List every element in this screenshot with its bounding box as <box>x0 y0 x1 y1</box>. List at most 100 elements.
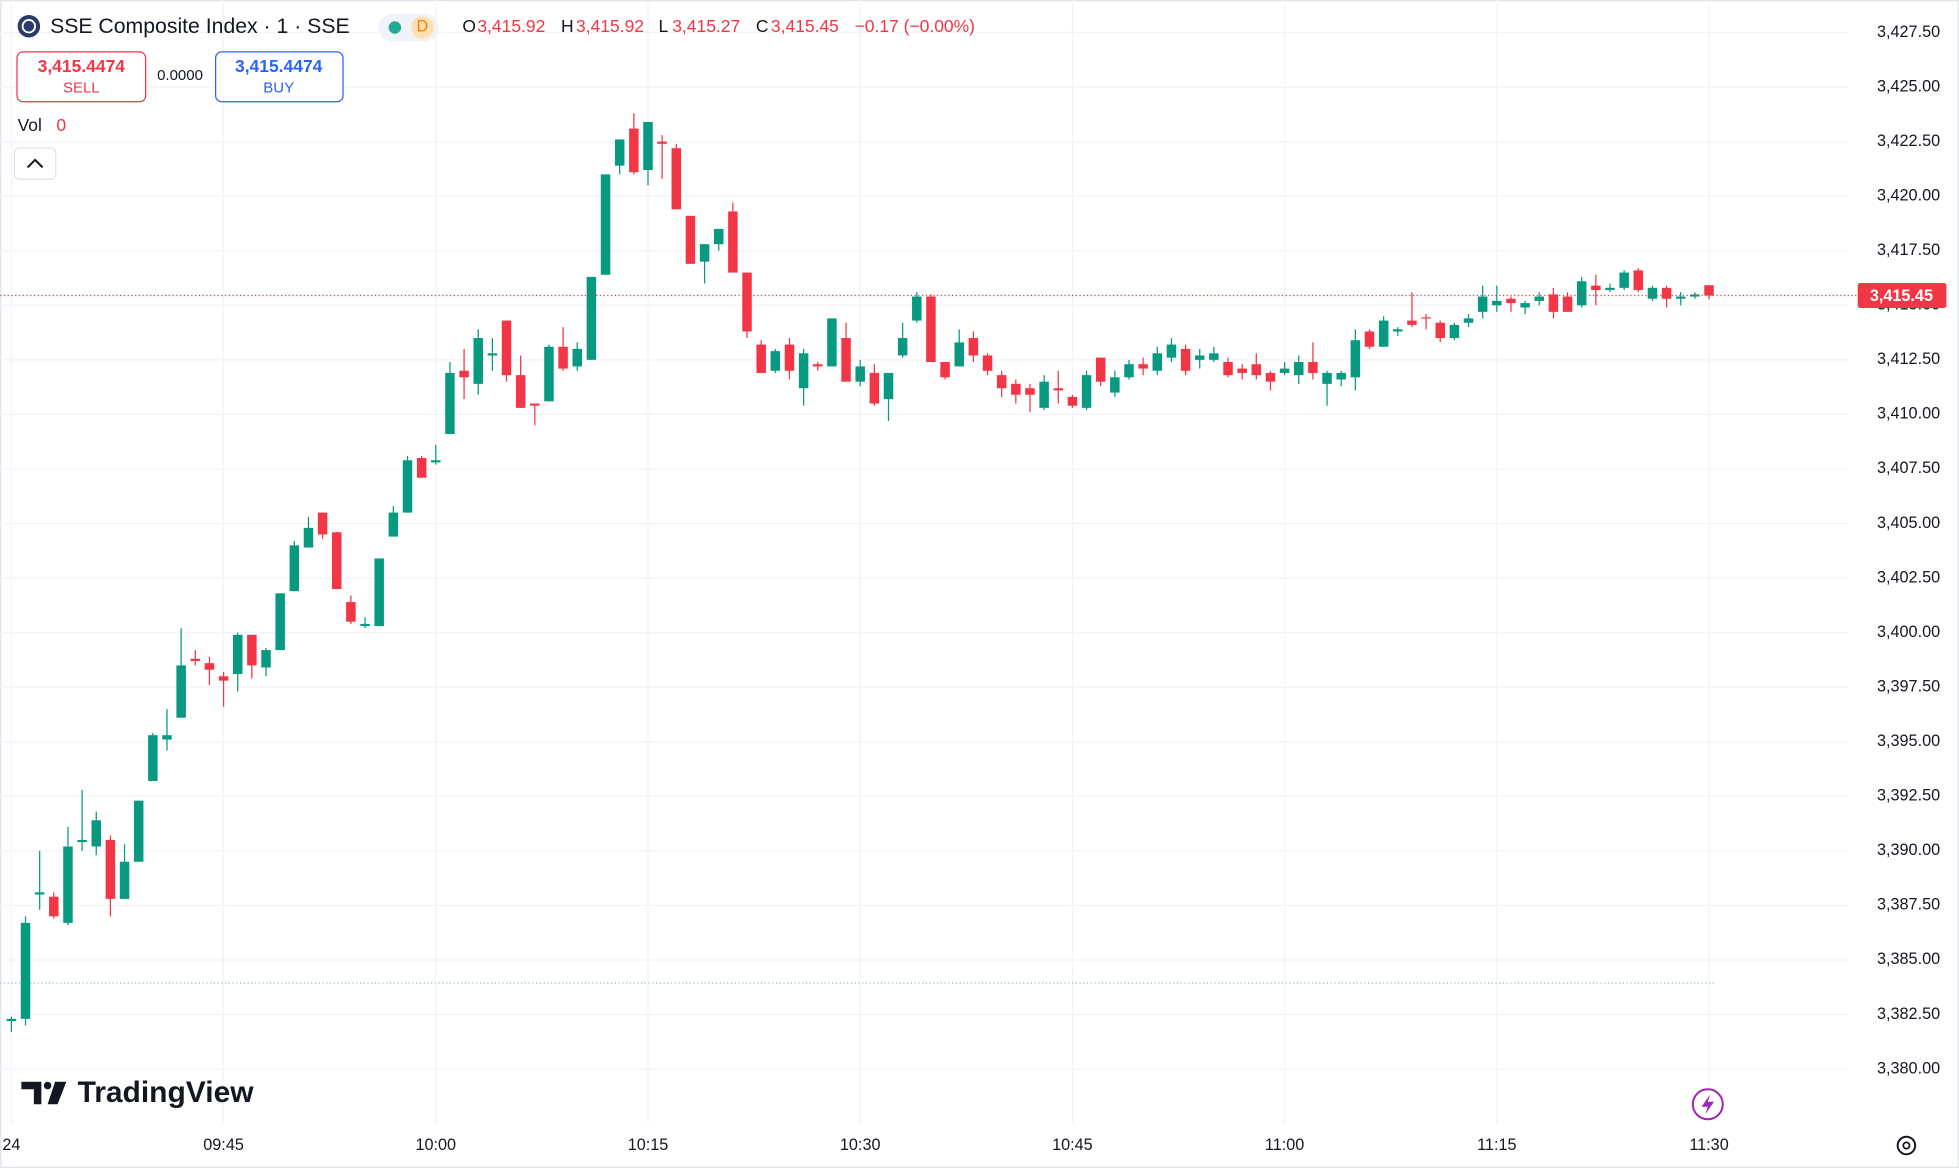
candle-body <box>1138 364 1148 369</box>
y-tick-label: 3,392.50 <box>1877 787 1940 805</box>
candle-body <box>1209 353 1219 360</box>
ohlc-value: 3,415.45 <box>771 16 839 36</box>
x-tick-label: 11:00 <box>1265 1136 1304 1154</box>
candle-body <box>162 735 172 740</box>
candle-body <box>1449 324 1460 339</box>
candle-body <box>1378 320 1389 347</box>
x-tick-label: 09:45 <box>203 1136 244 1154</box>
change: −0.17 (−0.00%) <box>855 16 975 36</box>
candle-body <box>360 623 370 627</box>
candle-body <box>1308 362 1318 373</box>
brand-icon <box>21 1081 42 1105</box>
volume-value: 0 <box>56 115 66 135</box>
candle-body <box>34 892 45 895</box>
candle-body <box>614 139 625 166</box>
candle-body <box>572 348 583 367</box>
ohlc-key: L <box>658 16 668 36</box>
candle-body <box>1562 296 1573 312</box>
settings-button[interactable] <box>1896 1135 1917 1156</box>
y-tick-label: 3,405.00 <box>1877 514 1940 532</box>
y-tick-label: 3,400.00 <box>1877 623 1940 641</box>
candle-body <box>1647 287 1658 299</box>
candle-body <box>968 338 979 356</box>
candle-body <box>49 896 59 917</box>
candle-body <box>1548 294 1559 312</box>
candle-body <box>133 800 144 862</box>
candle-body <box>176 665 186 718</box>
candle-body <box>63 846 73 923</box>
candle-body <box>1124 364 1134 378</box>
candle-body <box>1619 272 1629 288</box>
candle-body <box>996 375 1007 389</box>
candle-body <box>1265 372 1276 382</box>
sell-button[interactable] <box>16 51 147 103</box>
candle-body <box>954 342 964 367</box>
candle-body <box>247 634 257 666</box>
candle-body <box>1025 388 1035 395</box>
candle-body <box>671 148 682 210</box>
candle-body <box>1661 287 1672 299</box>
candle-body <box>940 362 950 378</box>
candle-body <box>643 121 653 170</box>
candle-body <box>1393 329 1403 332</box>
buy-price: 3,415.4474 <box>235 56 323 76</box>
candle-body <box>1294 362 1304 376</box>
candle-body <box>261 650 271 668</box>
y-tick-label: 3,417.50 <box>1877 241 1940 259</box>
candle-body <box>1152 353 1163 371</box>
candle-body <box>897 338 908 356</box>
candle-body <box>1605 287 1615 291</box>
symbol-title[interactable]: SSE Composite Index · 1 · SSE <box>50 15 350 38</box>
candle-body <box>515 375 526 408</box>
candle-body <box>1237 368 1247 373</box>
buy-button[interactable] <box>214 51 344 103</box>
candle-body <box>20 922 31 1019</box>
candle-body <box>742 272 752 332</box>
candle-body <box>1166 344 1177 358</box>
candle-body <box>1633 270 1644 291</box>
candle-body <box>1223 362 1233 376</box>
y-tick-label: 3,412.50 <box>1877 350 1940 368</box>
candle-body <box>770 351 781 371</box>
candle-body <box>317 512 328 535</box>
axes: 3,380.00 3,382.50 3,385.00 3,387.50 3,390.00… <box>2 23 1947 1154</box>
candle-body <box>487 353 498 356</box>
candle-body <box>148 735 158 782</box>
candle-body <box>459 370 469 378</box>
candle-body <box>1506 298 1516 304</box>
candle-body <box>1463 318 1474 323</box>
candle-body <box>232 634 243 675</box>
candle-body <box>1421 317 1431 319</box>
x-tick-label: 11:30 <box>1689 1136 1728 1154</box>
sell-label: SELL <box>63 80 100 97</box>
ohlc-value: 3,415.92 <box>477 16 545 36</box>
y-tick-label: 3,402.50 <box>1877 568 1940 586</box>
ohlc-key: O <box>462 16 476 36</box>
y-tick-label: 3,395.00 <box>1877 732 1940 750</box>
candle-body <box>699 244 710 262</box>
chevron-icon <box>26 158 44 169</box>
candle-body <box>657 141 667 144</box>
candle-body <box>756 344 766 373</box>
last-price-label: 3,415.45 <box>1870 287 1933 305</box>
collapse-button[interactable] <box>13 147 57 180</box>
candle-body <box>1435 322 1445 339</box>
x-tick-label: 24 <box>2 1136 20 1154</box>
candle-body <box>1576 281 1587 306</box>
y-tick-label: 3,390.00 <box>1877 841 1940 859</box>
candle-body <box>332 532 342 589</box>
ohlc-key: C <box>756 16 769 36</box>
candle-body <box>629 128 639 173</box>
candle-body <box>1095 357 1106 382</box>
candle-body <box>289 545 300 592</box>
symbol-icon-ring <box>21 19 37 34</box>
brand-icon <box>43 1081 52 1090</box>
candle-body <box>204 663 215 670</box>
candle-body <box>685 215 696 264</box>
candle-body <box>883 372 894 400</box>
candle-body <box>431 460 441 463</box>
candle-body <box>1322 372 1332 384</box>
candle-body <box>1704 285 1714 296</box>
x-tick-label: 10:45 <box>1052 1136 1093 1154</box>
